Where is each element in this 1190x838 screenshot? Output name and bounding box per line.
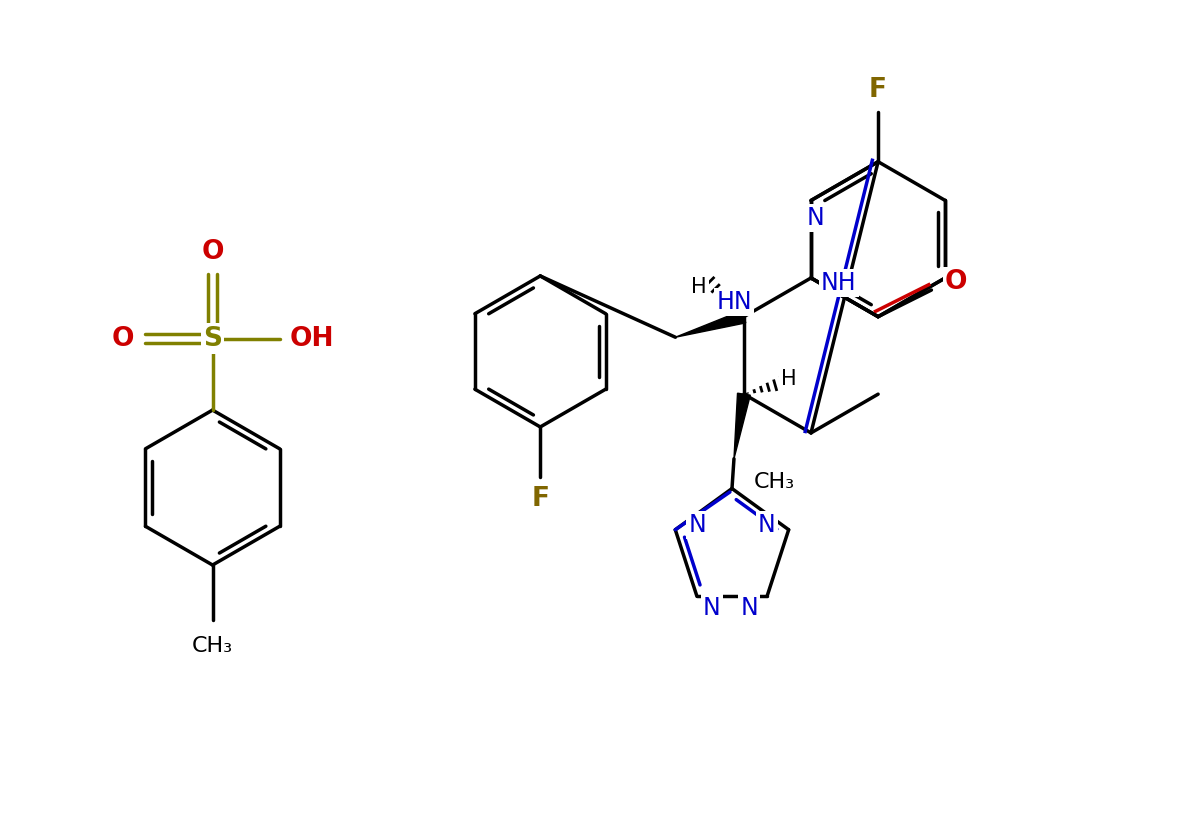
Polygon shape [734,393,750,458]
Text: N: N [758,513,776,537]
Text: HN: HN [716,290,752,313]
Text: OH: OH [289,325,334,351]
Text: N: N [807,206,825,230]
Text: CH₃: CH₃ [192,637,233,656]
Text: H: H [781,370,796,390]
Text: O: O [112,325,134,351]
Text: N: N [703,597,721,620]
Text: F: F [869,77,887,103]
Text: NH: NH [821,271,857,295]
Text: CH₃: CH₃ [754,472,795,492]
Text: N: N [688,513,706,537]
Text: O: O [201,239,224,265]
Polygon shape [676,311,746,337]
Text: N: N [740,597,758,620]
Text: O: O [945,269,967,295]
Text: H: H [691,277,707,297]
Text: S: S [203,325,223,351]
Text: F: F [531,487,550,513]
